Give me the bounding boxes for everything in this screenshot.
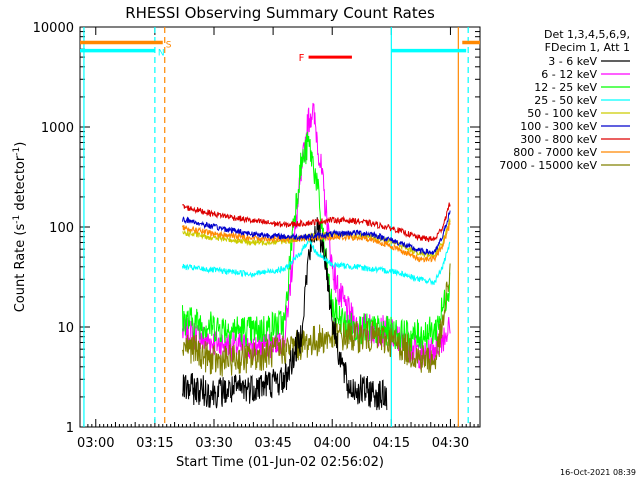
x-tick-label-0: 03:00 (77, 436, 114, 451)
flare-label: F (299, 53, 305, 64)
series-line-2 (182, 131, 451, 352)
x-axis-label: Start Time (01-Jun-02 02:56:02) (176, 455, 384, 470)
legend-header-line-2: FDecim 1, Att 1 (545, 41, 630, 54)
series-line-6 (182, 202, 451, 243)
series-line-5 (182, 210, 451, 256)
legend-label-5: 100 - 300 keV (520, 120, 597, 133)
y-tick-label-3: 1000 (41, 121, 74, 136)
flare-flag: F (299, 53, 352, 64)
x-tick-label-2: 03:30 (195, 436, 232, 451)
legend-header-line-1: Det 1,3,4,5,6,9, (544, 28, 630, 41)
saa-night-flags: SN (80, 40, 480, 59)
legend-label-4: 50 - 100 keV (527, 107, 597, 120)
x-tick-label-3: 03:45 (254, 436, 291, 451)
x-tick-label-1: 03:15 (136, 436, 173, 451)
legend-label-6: 300 - 800 keV (520, 133, 597, 146)
footer-timestamp: 16-Oct-2021 08:39 (560, 468, 636, 477)
x-tick-label-6: 04:30 (432, 436, 469, 451)
legend-label-2: 12 - 25 keV (534, 81, 597, 94)
legend-label-0: 3 - 6 keV (548, 55, 597, 68)
legend: Det 1,3,4,5,6,9, FDecim 1, Att 1 3 - 6 k… (499, 28, 630, 172)
legend-label-7: 800 - 7000 keV (513, 146, 597, 159)
series-line-8 (182, 263, 451, 377)
series-line-3 (182, 238, 451, 286)
legend-label-3: 25 - 50 keV (534, 94, 597, 107)
y-tick-labels: 1 10 100 1000 10000 (33, 21, 74, 436)
flag-label-0: S (166, 40, 172, 50)
flag-label-1: N (158, 49, 165, 59)
legend-label-8: 7000 - 15000 keV (499, 159, 597, 172)
chart-title: RHESSI Observing Summary Count Rates (125, 4, 435, 22)
series-line-0 (182, 217, 388, 411)
x-tick-labels: 03:00 03:15 03:30 03:45 04:00 04:15 04:30 (77, 436, 469, 451)
x-tick-label-4: 04:00 (313, 436, 350, 451)
y-tick-label-4: 10000 (33, 21, 74, 36)
legend-label-1: 6 - 12 keV (541, 68, 597, 81)
y-tick-label-2: 100 (49, 221, 74, 236)
x-tick-label-5: 04:15 (373, 436, 410, 451)
y-tick-label-0: 1 (66, 421, 74, 436)
mode-change-lines (83, 27, 469, 427)
y-axis-label: Count Rate (s-1 detector-1) (12, 142, 28, 313)
y-tick-label-1: 10 (57, 321, 74, 336)
series-lines (182, 102, 451, 411)
